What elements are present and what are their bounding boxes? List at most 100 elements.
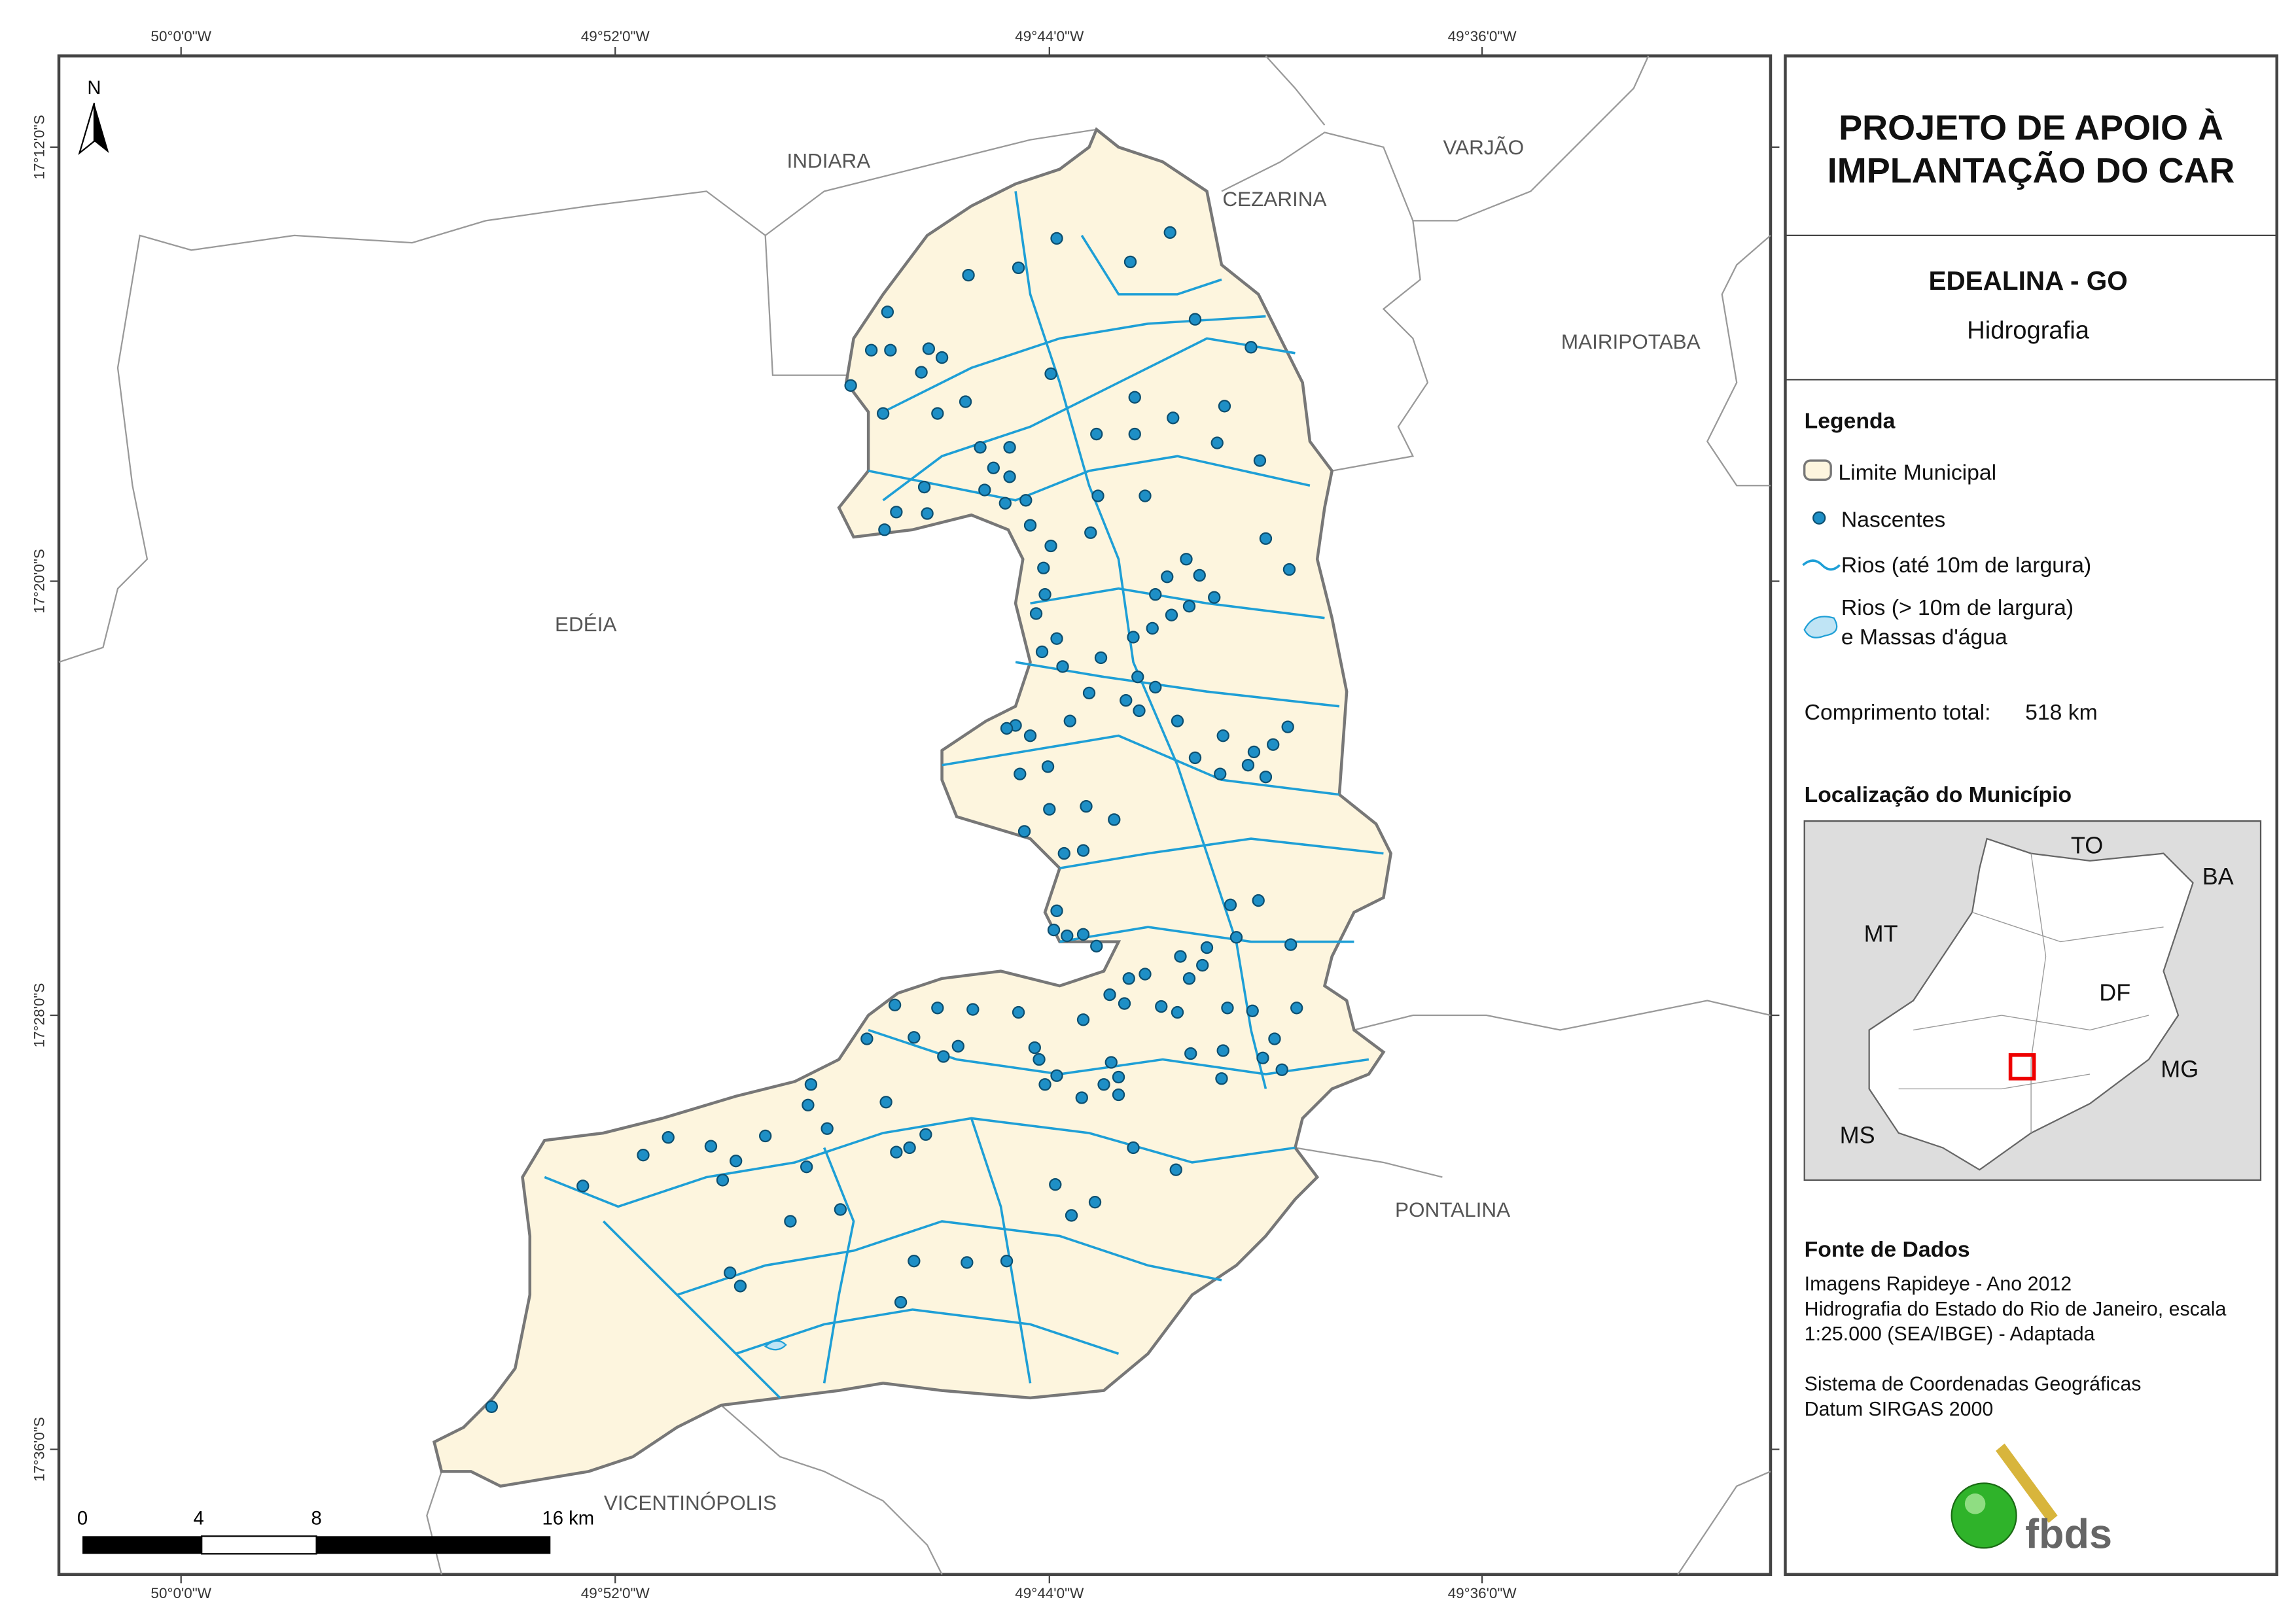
logo: fbds bbox=[1951, 1443, 2112, 1557]
source-line: Hidrografia do Estado do Rio de Janeiro,… bbox=[1805, 1299, 2227, 1320]
north-label: N bbox=[87, 78, 101, 99]
spring bbox=[894, 1295, 908, 1309]
spring bbox=[1224, 898, 1237, 912]
source-line: Imagens Rapideye - Ano 2012 bbox=[1805, 1274, 2072, 1295]
town-label: VARJÃO bbox=[1443, 135, 1525, 159]
spring bbox=[1281, 720, 1294, 733]
region-label: DF bbox=[2099, 979, 2130, 1006]
spring bbox=[1252, 894, 1265, 907]
spring bbox=[1112, 1070, 1125, 1084]
spring bbox=[1246, 1004, 1259, 1017]
longitude-label: 50°0'0"W bbox=[150, 1585, 211, 1601]
logo-text: fbds bbox=[2025, 1511, 2112, 1557]
spring bbox=[1003, 441, 1016, 454]
spring bbox=[903, 1141, 916, 1155]
source-line: Datum SIRGAS 2000 bbox=[1805, 1399, 1994, 1420]
spring bbox=[1033, 1053, 1046, 1066]
spring bbox=[1076, 1013, 1090, 1026]
scale-bar: 0 4 8 16 km bbox=[77, 1508, 594, 1555]
town-label: INDIARA bbox=[787, 148, 871, 172]
spring bbox=[1193, 568, 1206, 582]
spring bbox=[485, 1400, 498, 1414]
longitude-label: 49°44'0"W bbox=[1015, 1585, 1084, 1601]
spring bbox=[759, 1129, 772, 1143]
spring bbox=[1057, 846, 1070, 860]
spring bbox=[1088, 1196, 1102, 1209]
spring bbox=[1247, 745, 1261, 759]
spring bbox=[1210, 436, 1224, 449]
region-label: BA bbox=[2202, 863, 2234, 890]
graticule-labels: 50°0'0"W 50°0'0"W 49°52'0"W 49°52'0"W 49°44'… bbox=[31, 28, 1780, 1601]
water-body bbox=[764, 1340, 787, 1351]
legend-item: Rios (até 10m de largura) bbox=[1841, 553, 2091, 578]
longitude-label: 49°36'0"W bbox=[1448, 28, 1517, 44]
latitude-label: 17°12'0"S bbox=[31, 115, 48, 180]
spring bbox=[931, 407, 944, 420]
spring bbox=[1120, 694, 1133, 707]
spring bbox=[1012, 1005, 1025, 1019]
spring bbox=[1047, 923, 1061, 937]
spring bbox=[704, 1140, 718, 1153]
scale-label: 0 bbox=[77, 1508, 88, 1529]
spring bbox=[1245, 341, 1258, 354]
spring bbox=[1017, 825, 1031, 838]
spring bbox=[959, 395, 972, 408]
scale-label: 8 bbox=[311, 1508, 322, 1529]
spring bbox=[1090, 427, 1103, 441]
spring bbox=[937, 1050, 950, 1063]
spring bbox=[1076, 844, 1090, 857]
spring bbox=[890, 506, 903, 519]
town-label: CEZARINA bbox=[1222, 187, 1326, 211]
spring bbox=[1091, 489, 1104, 502]
spring bbox=[1076, 928, 1090, 941]
spring bbox=[1044, 367, 1057, 380]
spring bbox=[802, 1098, 815, 1111]
spring bbox=[1029, 607, 1043, 620]
spring bbox=[1259, 770, 1273, 784]
spring bbox=[1149, 680, 1162, 694]
spring bbox=[1127, 1141, 1140, 1155]
spring bbox=[1133, 704, 1146, 718]
total-length-label: Comprimento total: bbox=[1805, 700, 1991, 725]
location-title: Localização do Município bbox=[1805, 782, 2072, 807]
spring bbox=[1229, 931, 1243, 944]
spring bbox=[931, 1002, 944, 1015]
spring bbox=[888, 998, 902, 1011]
municipality bbox=[432, 127, 1392, 1488]
springs bbox=[485, 226, 1303, 1414]
spring bbox=[917, 480, 931, 494]
total-length-value: 518 km bbox=[2025, 700, 2098, 725]
spring bbox=[1082, 686, 1096, 700]
spring bbox=[1063, 714, 1076, 727]
region-label: MG bbox=[2161, 1056, 2199, 1083]
spring bbox=[1216, 1044, 1229, 1057]
spring bbox=[1037, 561, 1050, 574]
spring bbox=[1139, 968, 1152, 981]
place: EDEALINA - GO bbox=[1928, 266, 2127, 296]
spring bbox=[1167, 411, 1180, 425]
spring bbox=[1019, 494, 1033, 507]
theme: Hidrografia bbox=[1967, 316, 2090, 344]
region-label: MS bbox=[1840, 1122, 1875, 1149]
legend-title: Legenda bbox=[1805, 409, 1896, 434]
spring bbox=[1050, 632, 1063, 645]
spring bbox=[1023, 519, 1037, 532]
spring bbox=[890, 1145, 903, 1159]
longitude-label: 49°52'0"W bbox=[581, 28, 650, 44]
title: IMPLANTAÇÃO DO CAR bbox=[1828, 151, 2235, 190]
spring bbox=[844, 379, 857, 392]
sources-title: Fonte de Dados bbox=[1805, 1237, 1970, 1262]
spring bbox=[922, 342, 936, 355]
spring bbox=[1122, 972, 1135, 985]
spring bbox=[1050, 1069, 1063, 1082]
legend-item: Nascentes bbox=[1841, 507, 1945, 532]
spring bbox=[860, 1032, 874, 1045]
spring bbox=[1097, 1078, 1110, 1091]
spring bbox=[1171, 714, 1184, 727]
spring bbox=[1131, 671, 1144, 684]
latitude-label: 17°36'0"S bbox=[31, 1417, 48, 1482]
spring bbox=[1043, 803, 1056, 816]
spring bbox=[1284, 938, 1298, 951]
spring bbox=[1241, 758, 1255, 772]
spring bbox=[1127, 631, 1140, 644]
